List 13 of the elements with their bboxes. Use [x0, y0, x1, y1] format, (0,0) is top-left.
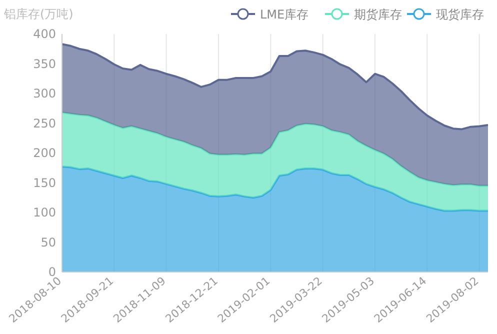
y-tick-label: 350 [33, 56, 56, 71]
y-tick-label: 400 [33, 27, 56, 41]
legend-label: LME库存 [260, 8, 309, 22]
y-tick-label: 250 [33, 116, 56, 130]
y-axis-title: 铝库存(万吨) [3, 7, 74, 21]
y-tick-label: 200 [33, 146, 56, 160]
legend-label: 现货库存 [436, 8, 484, 22]
y-tick-label: 300 [33, 86, 56, 100]
legend-label: 期货库存 [354, 8, 402, 22]
y-tick-label: 150 [33, 176, 56, 190]
y-tick-label: 100 [33, 206, 56, 220]
y-tick-label: 50 [40, 235, 56, 250]
y-tick-label: 0 [48, 265, 56, 279]
